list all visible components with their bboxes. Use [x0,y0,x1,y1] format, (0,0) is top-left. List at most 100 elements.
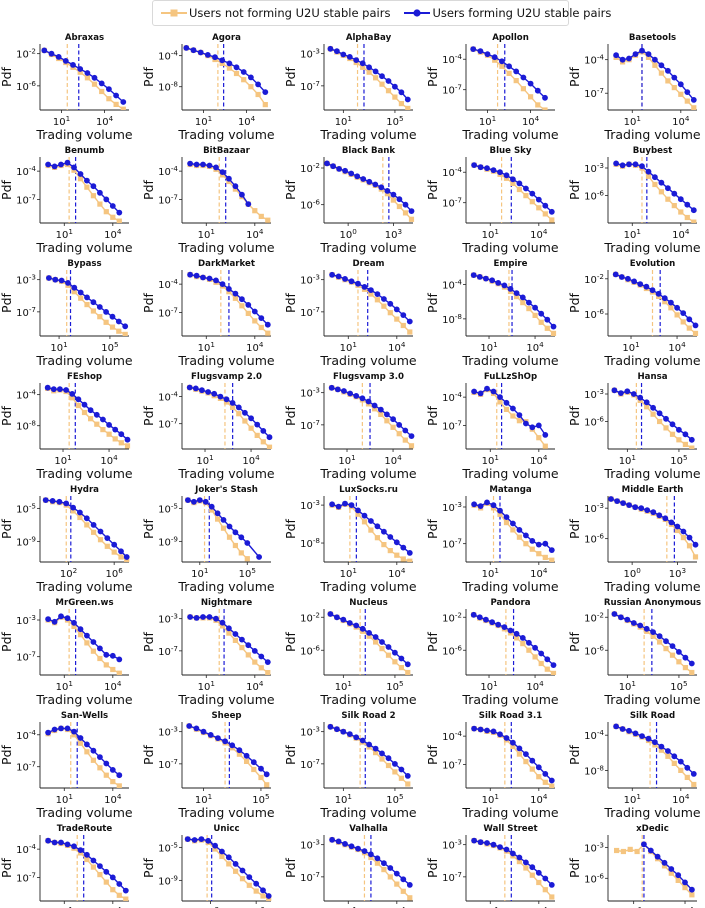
subplot-silk-road: Silk Road 101 104 10-4 10-8 Trading volume Pdf [567,711,701,820]
point-forming [650,509,657,516]
point-not-forming [103,209,109,215]
point-forming [630,391,637,397]
point-forming [229,400,236,406]
point-not-forming [668,305,674,311]
point-forming [676,649,682,655]
point-not-forming [244,556,250,562]
y-tick-label: 10-7 [158,305,178,319]
point-not-forming [676,659,682,665]
point-forming [213,277,219,284]
point-not-forming [497,399,503,405]
point-forming [97,645,103,652]
point-forming [490,728,497,735]
point-forming [236,747,243,754]
subplot-matanga: Matanga 101 104 10-3 10-7 Trading volume Pdf [425,485,559,594]
point-not-forming [405,781,411,787]
point-not-forming [680,535,686,541]
point-not-forming [252,659,258,665]
point-forming [611,387,618,394]
x-tick-label: 101 [624,114,641,128]
point-forming [510,520,516,527]
point-not-forming [663,646,669,652]
point-not-forming [94,421,100,427]
point-not-forming [674,527,680,534]
point-forming [535,764,542,771]
y-axis-label: Pdf [141,631,156,651]
y-tick-label: 10-4 [584,53,604,67]
point-forming [513,290,520,296]
point-forming [245,201,252,208]
subplot-blue-sky: Blue Sky 101 104 10-4 10-7 Trading volume Pdf [425,146,559,255]
point-forming [658,62,665,69]
point-forming [205,389,212,395]
x-tick-label: 104 [104,792,122,806]
point-forming [193,161,200,168]
point-not-forming [510,413,516,419]
point-not-forming [219,853,225,860]
point-forming [191,837,198,843]
x-tick-label: 104 [246,679,264,693]
x-tick-label: 104 [526,679,544,693]
point-forming [346,54,353,60]
point-forming [516,412,523,418]
point-forming [197,49,204,56]
point-not-forming [97,201,103,207]
point-not-forming [103,319,109,325]
x-axis-label: Trading volume [177,466,274,481]
point-not-forming [113,101,119,107]
point-forming [116,209,123,216]
x-tick-label: 101 [619,679,636,693]
point-not-forming [97,872,103,878]
point-forming [208,503,215,510]
y-axis-label: Pdf [141,66,156,86]
point-not-forming [122,331,128,336]
point-forming [676,426,682,433]
point-forming [340,51,347,58]
x-tick-label: 102 [202,905,219,908]
point-forming [612,271,619,278]
point-forming [529,757,536,764]
x-tick-label: 101 [619,453,636,467]
x-tick-label: 104 [242,453,260,467]
point-forming [334,726,340,733]
point-not-forming [123,896,129,901]
point-forming [501,282,508,289]
point-forming [64,841,71,848]
point-forming [58,613,64,620]
point-forming [471,162,477,169]
point-not-forming [668,870,674,876]
point-not-forming [387,874,393,880]
point-forming [484,385,490,392]
point-forming [244,540,251,546]
point-not-forming [526,647,532,653]
point-forming [193,615,200,621]
series-group [471,385,549,449]
series-line-not-forming [472,48,546,110]
x-tick-label: 105 [670,679,687,693]
point-forming [523,859,529,866]
point-not-forming [97,765,103,771]
point-forming [652,174,658,181]
point-forming [77,66,84,72]
series-group [187,614,271,675]
y-axis-label: Pdf [425,66,440,86]
point-forming [550,662,557,668]
point-forming [64,615,71,622]
point-forming [476,274,483,280]
point-forming [470,611,477,618]
point-forming [232,529,239,536]
point-forming [404,773,411,779]
point-forming [398,89,405,96]
point-not-forming [516,418,522,424]
point-not-forming [90,864,96,870]
point-forming [626,502,632,508]
point-not-forming [260,439,266,445]
x-tick-label: 101 [198,340,215,354]
subplot-title: TradeRoute [57,824,113,834]
subplot-title: Joker's Stash [194,485,258,495]
point-forming [692,541,699,548]
point-not-forming [675,877,681,883]
point-forming [548,777,555,784]
point-forming [187,614,194,620]
